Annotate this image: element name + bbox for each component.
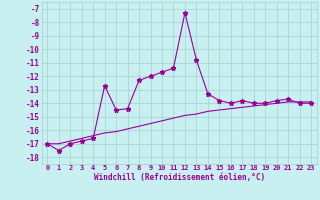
X-axis label: Windchill (Refroidissement éolien,°C): Windchill (Refroidissement éolien,°C) [94, 173, 265, 182]
